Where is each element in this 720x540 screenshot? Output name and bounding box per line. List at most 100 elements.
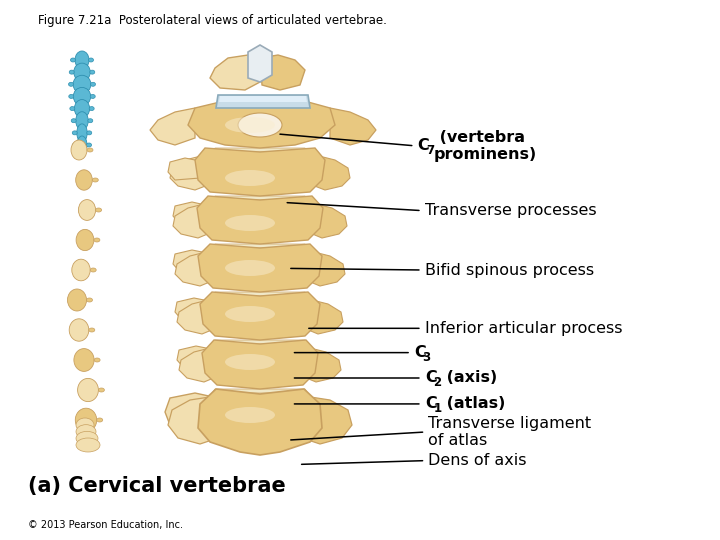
Ellipse shape	[225, 260, 275, 276]
Polygon shape	[173, 203, 210, 238]
Ellipse shape	[225, 117, 275, 133]
Ellipse shape	[72, 259, 90, 281]
Polygon shape	[212, 148, 308, 152]
Ellipse shape	[74, 99, 90, 118]
Ellipse shape	[90, 70, 95, 74]
Ellipse shape	[99, 388, 104, 392]
Polygon shape	[175, 298, 214, 320]
Polygon shape	[175, 251, 212, 286]
Ellipse shape	[73, 63, 90, 81]
Polygon shape	[212, 389, 308, 393]
Ellipse shape	[69, 319, 89, 341]
Ellipse shape	[90, 268, 96, 272]
Ellipse shape	[90, 94, 95, 98]
Ellipse shape	[76, 230, 94, 251]
Text: 7: 7	[426, 144, 434, 157]
Polygon shape	[197, 196, 323, 244]
Ellipse shape	[72, 131, 77, 135]
Polygon shape	[177, 346, 216, 368]
Ellipse shape	[71, 140, 87, 160]
Polygon shape	[248, 45, 272, 82]
Polygon shape	[212, 244, 308, 248]
Text: Transverse processes: Transverse processes	[425, 203, 596, 218]
Polygon shape	[304, 347, 341, 382]
Ellipse shape	[86, 298, 92, 302]
Ellipse shape	[89, 106, 94, 111]
Ellipse shape	[73, 143, 78, 147]
Ellipse shape	[71, 119, 76, 123]
Text: (a) Cervical vertebrae: (a) Cervical vertebrae	[28, 476, 286, 496]
Ellipse shape	[238, 113, 282, 137]
Text: Transverse ligament
of atlas: Transverse ligament of atlas	[428, 416, 592, 448]
Ellipse shape	[89, 328, 95, 332]
Ellipse shape	[225, 354, 275, 370]
Polygon shape	[200, 292, 320, 340]
Polygon shape	[168, 396, 218, 444]
Text: Dens of axis: Dens of axis	[428, 453, 527, 468]
Ellipse shape	[77, 136, 87, 154]
Polygon shape	[219, 96, 307, 102]
Ellipse shape	[76, 418, 94, 432]
Polygon shape	[173, 250, 212, 272]
Ellipse shape	[74, 349, 94, 372]
Polygon shape	[202, 340, 318, 389]
Ellipse shape	[75, 51, 89, 69]
Ellipse shape	[77, 124, 87, 142]
Text: C: C	[418, 138, 429, 153]
Polygon shape	[170, 155, 208, 190]
Polygon shape	[330, 108, 376, 145]
Polygon shape	[150, 108, 195, 145]
Ellipse shape	[69, 70, 74, 74]
Text: 2: 2	[433, 376, 441, 389]
Polygon shape	[198, 244, 322, 292]
Polygon shape	[195, 148, 325, 196]
Ellipse shape	[68, 82, 73, 86]
Polygon shape	[260, 55, 305, 90]
Polygon shape	[216, 95, 310, 108]
Polygon shape	[179, 347, 216, 382]
Polygon shape	[212, 340, 308, 344]
Ellipse shape	[73, 75, 91, 93]
Ellipse shape	[73, 87, 91, 105]
Ellipse shape	[92, 178, 99, 182]
Text: C: C	[425, 370, 436, 386]
Polygon shape	[212, 292, 308, 296]
Text: © 2013 Pearson Education, Inc.: © 2013 Pearson Education, Inc.	[28, 520, 183, 530]
Text: Inferior articular process: Inferior articular process	[425, 321, 622, 336]
Text: C: C	[414, 345, 426, 360]
Ellipse shape	[86, 131, 91, 135]
Ellipse shape	[88, 119, 93, 123]
Ellipse shape	[78, 200, 96, 220]
Polygon shape	[173, 202, 210, 224]
Text: (atlas): (atlas)	[441, 396, 505, 411]
Ellipse shape	[76, 431, 98, 446]
Polygon shape	[198, 389, 322, 455]
Polygon shape	[168, 158, 205, 180]
Polygon shape	[308, 251, 345, 286]
Polygon shape	[188, 102, 335, 148]
Ellipse shape	[76, 408, 96, 432]
Text: (axis): (axis)	[441, 370, 497, 386]
Polygon shape	[306, 299, 343, 334]
Polygon shape	[302, 396, 352, 444]
Ellipse shape	[94, 358, 100, 362]
Polygon shape	[210, 55, 260, 90]
Polygon shape	[177, 299, 214, 334]
Ellipse shape	[225, 306, 275, 322]
Ellipse shape	[91, 82, 96, 86]
Polygon shape	[212, 196, 308, 200]
Ellipse shape	[87, 148, 93, 152]
Ellipse shape	[89, 58, 94, 62]
Polygon shape	[312, 155, 350, 190]
Ellipse shape	[69, 94, 73, 98]
Ellipse shape	[76, 170, 92, 190]
Polygon shape	[165, 393, 218, 430]
Ellipse shape	[70, 106, 75, 111]
Ellipse shape	[94, 238, 100, 242]
Text: Bifid spinous process: Bifid spinous process	[425, 262, 594, 278]
Ellipse shape	[225, 215, 275, 231]
Polygon shape	[310, 203, 347, 238]
Ellipse shape	[96, 418, 103, 422]
Ellipse shape	[71, 58, 76, 62]
Ellipse shape	[86, 143, 91, 147]
